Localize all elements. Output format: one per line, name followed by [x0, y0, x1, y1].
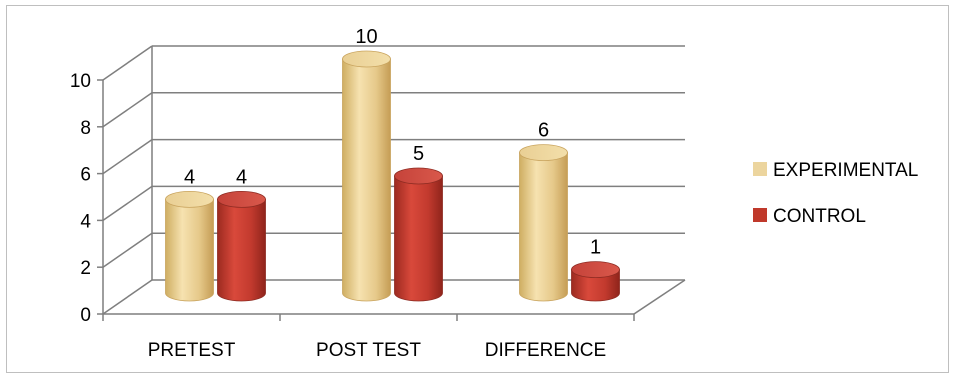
bar-experimental-pretest	[165, 190, 214, 302]
bar-top	[571, 261, 620, 279]
bar-body	[342, 58, 391, 302]
data-label: 1	[590, 237, 601, 259]
side-gridline	[102, 232, 153, 268]
bar-top	[165, 190, 214, 208]
bar-top	[394, 167, 443, 185]
bar-experimental-post-test	[342, 50, 391, 302]
x-tick-label: PRETEST	[148, 340, 236, 361]
x-tick-label: DIFFERENCE	[485, 340, 606, 361]
bar-body	[571, 269, 620, 302]
y-tick-label: 0	[80, 305, 91, 326]
data-label: 6	[538, 120, 549, 142]
side-gridline	[102, 45, 153, 81]
bar-top	[217, 190, 266, 208]
bar-control-pretest	[217, 190, 266, 302]
data-label: 4	[184, 166, 195, 188]
side-gridline	[102, 185, 153, 222]
bar-experimental-difference	[519, 144, 568, 302]
legend-swatch-experimental	[753, 162, 767, 176]
data-label: 4	[236, 166, 247, 188]
data-label: 5	[413, 143, 424, 165]
data-label: 10	[355, 26, 377, 48]
side-gridline	[102, 138, 153, 175]
y-tick-label: 2	[80, 258, 91, 279]
y-tick-label: 8	[80, 118, 91, 139]
legend-label-control: CONTROL	[773, 206, 866, 227]
bar-body	[394, 175, 443, 302]
bar-control-difference	[571, 261, 620, 302]
side-gridline	[102, 92, 153, 128]
legend-swatch-control	[753, 208, 767, 222]
side-gridline	[102, 279, 153, 315]
bar-body	[519, 152, 568, 302]
bar-control-post-test	[394, 167, 443, 302]
bar-top	[519, 144, 568, 162]
y-tick-label: 10	[70, 71, 91, 92]
bar-body	[165, 199, 214, 302]
y-tick-label: 4	[80, 211, 91, 232]
floor-right-edge	[633, 279, 686, 315]
bar-top	[342, 50, 391, 68]
y-tick-label: 6	[80, 165, 91, 186]
bar-body	[217, 199, 266, 302]
chart-frame	[6, 5, 949, 373]
legend-label-experimental: EXPERIMENTAL	[773, 160, 918, 181]
x-tick-label: POST TEST	[316, 340, 421, 361]
